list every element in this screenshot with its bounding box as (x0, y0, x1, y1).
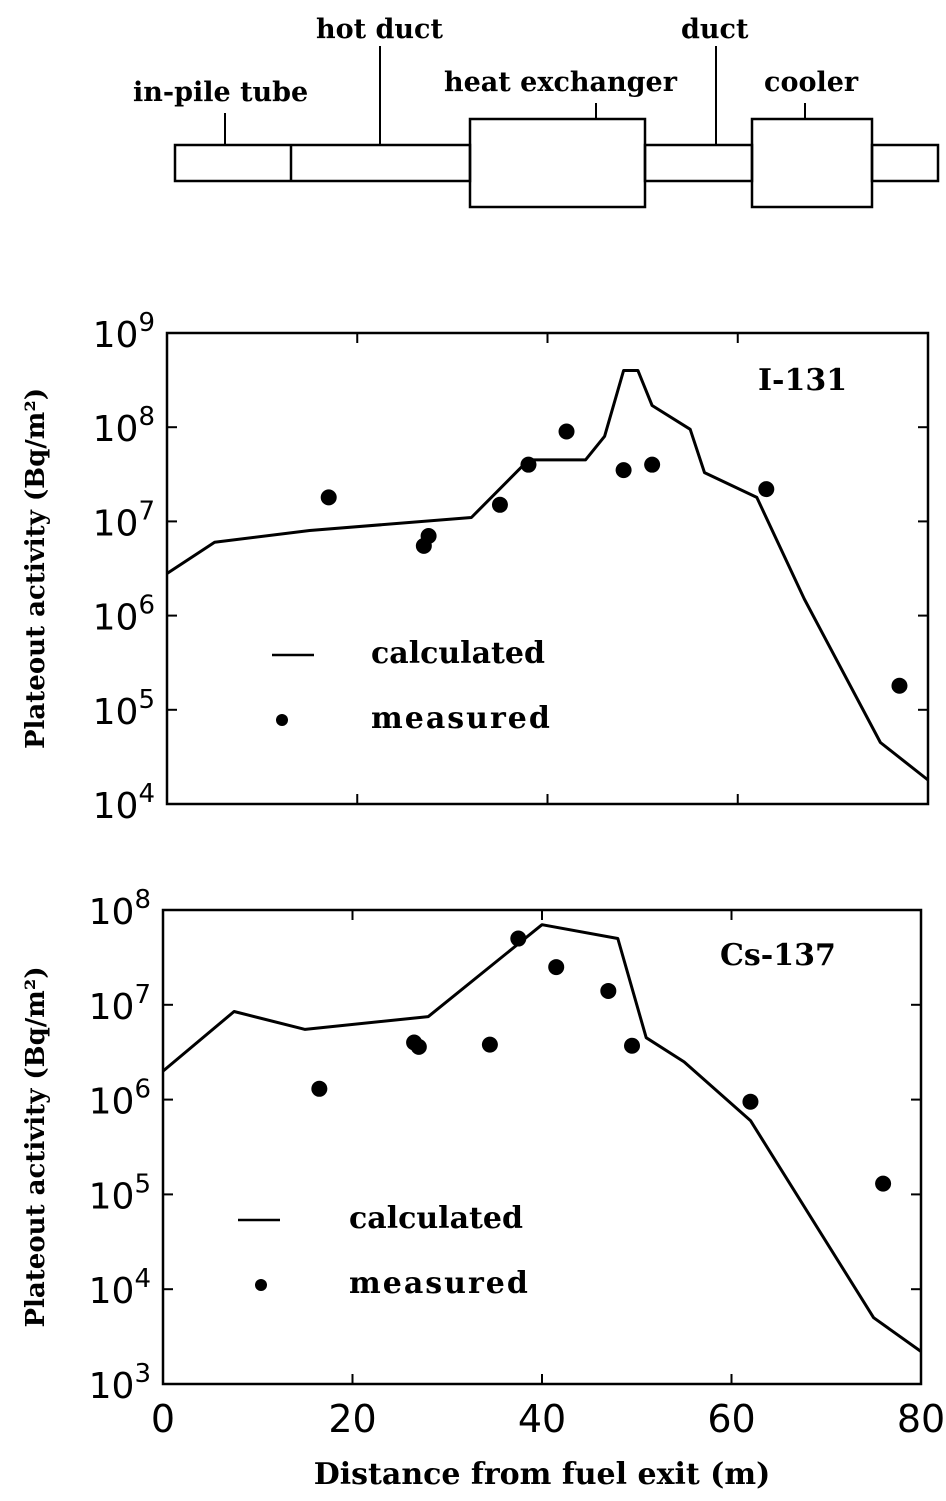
y-tick-label: 103 (89, 1359, 151, 1407)
measured-point (891, 677, 908, 694)
y-tick-label: 104 (89, 1264, 151, 1312)
measured-point (491, 496, 508, 513)
calculated-line (162, 923, 922, 1353)
y-tick-exponent: 4 (138, 779, 155, 809)
measured-point (600, 982, 617, 999)
y-axis-label: Plateout activity (Bq/m²) (21, 966, 51, 1327)
x-tick-label: 40 (518, 1397, 566, 1441)
y-tick-label: 108 (89, 885, 151, 933)
y-tick-exponent: 6 (138, 591, 155, 621)
measured-point (615, 462, 632, 479)
y-tick-label: 106 (93, 591, 155, 639)
measured-point (311, 1080, 328, 1097)
chart-title: I-131 (758, 363, 847, 398)
chart-title: Cs-137 (720, 938, 836, 973)
y-tick-base: 10 (89, 892, 135, 933)
y-tick-label: 105 (93, 685, 155, 733)
y-tick-label: 106 (89, 1075, 151, 1123)
cooler-box (750, 117, 874, 209)
heat-exchanger-box (468, 117, 647, 209)
measured-point (410, 1038, 427, 1055)
y-tick-label: 109 (93, 308, 155, 356)
y-tick-exponent: 5 (138, 685, 155, 715)
in-pile-tube-label: in-pile tube (133, 77, 308, 108)
legend-measured-swatch (276, 714, 288, 726)
y-tick-exponent: 8 (138, 402, 155, 432)
loop-schematic: in-pile tube hot duct heat exchanger duc… (133, 14, 940, 209)
x-tick-label: 80 (897, 1397, 945, 1441)
legend-measured-swatch (255, 1279, 267, 1291)
y-tick-base: 10 (93, 692, 139, 733)
measured-point (510, 930, 527, 947)
y-tick-exponent: 4 (134, 1264, 151, 1294)
measured-point (875, 1175, 892, 1192)
hot-duct-label: hot duct (316, 14, 443, 45)
duct-box (643, 143, 754, 183)
in-pile-tube-and-hot-duct-box (173, 143, 472, 183)
measured-point (644, 456, 661, 473)
y-tick-base: 10 (93, 315, 139, 356)
measured-point (742, 1093, 759, 1110)
y-tick-label: 105 (89, 1169, 151, 1217)
y-tick-base: 10 (89, 1082, 135, 1123)
calculated-line (166, 369, 929, 782)
duct-label: duct (681, 14, 749, 45)
y-tick-exponent: 9 (138, 308, 155, 338)
y-tick-base: 10 (89, 1271, 135, 1312)
y-tick-exponent: 5 (134, 1169, 151, 1199)
measured-point (420, 527, 437, 544)
plot-frame (161, 908, 923, 1386)
x-tick-label: 20 (328, 1397, 376, 1441)
y-tick-base: 10 (89, 987, 135, 1028)
measured-point (320, 489, 337, 506)
y-tick-base: 10 (89, 1366, 135, 1407)
heat-exchanger-label: heat exchanger (444, 67, 678, 98)
y-tick-label: 107 (93, 496, 155, 544)
y-tick-base: 10 (93, 786, 139, 827)
measured-point (624, 1037, 641, 1054)
y-tick-base: 10 (89, 1176, 135, 1217)
legend-calculated-label: calculated (371, 636, 545, 671)
x-axis-label: Distance from fuel exit (m) (314, 1457, 771, 1492)
cooler-label: cooler (764, 67, 859, 98)
measured-point (481, 1036, 498, 1053)
x-tick-label: 60 (707, 1397, 755, 1441)
outlet-box (870, 143, 940, 183)
x-tick-label: 0 (151, 1397, 175, 1441)
legend-measured-label: measured (349, 1266, 530, 1301)
y-tick-exponent: 8 (134, 885, 151, 915)
legend-calculated-label: calculated (349, 1201, 523, 1236)
y-tick-exponent: 7 (138, 496, 155, 526)
measured-point (758, 481, 775, 498)
y-tick-exponent: 3 (134, 1359, 151, 1389)
measured-point (520, 456, 537, 473)
y-tick-label: 104 (93, 779, 155, 827)
y-tick-exponent: 6 (134, 1075, 151, 1105)
measured-point (558, 423, 575, 440)
y-tick-base: 10 (93, 598, 139, 639)
y-tick-base: 10 (93, 503, 139, 544)
y-axis-label: Plateout activity (Bq/m²) (21, 388, 51, 749)
measured-point (548, 959, 565, 976)
y-tick-label: 108 (93, 402, 155, 450)
y-tick-base: 10 (93, 409, 139, 450)
legend-measured-label: measured (371, 701, 552, 736)
y-tick-label: 107 (89, 980, 151, 1028)
y-tick-exponent: 7 (134, 980, 151, 1010)
